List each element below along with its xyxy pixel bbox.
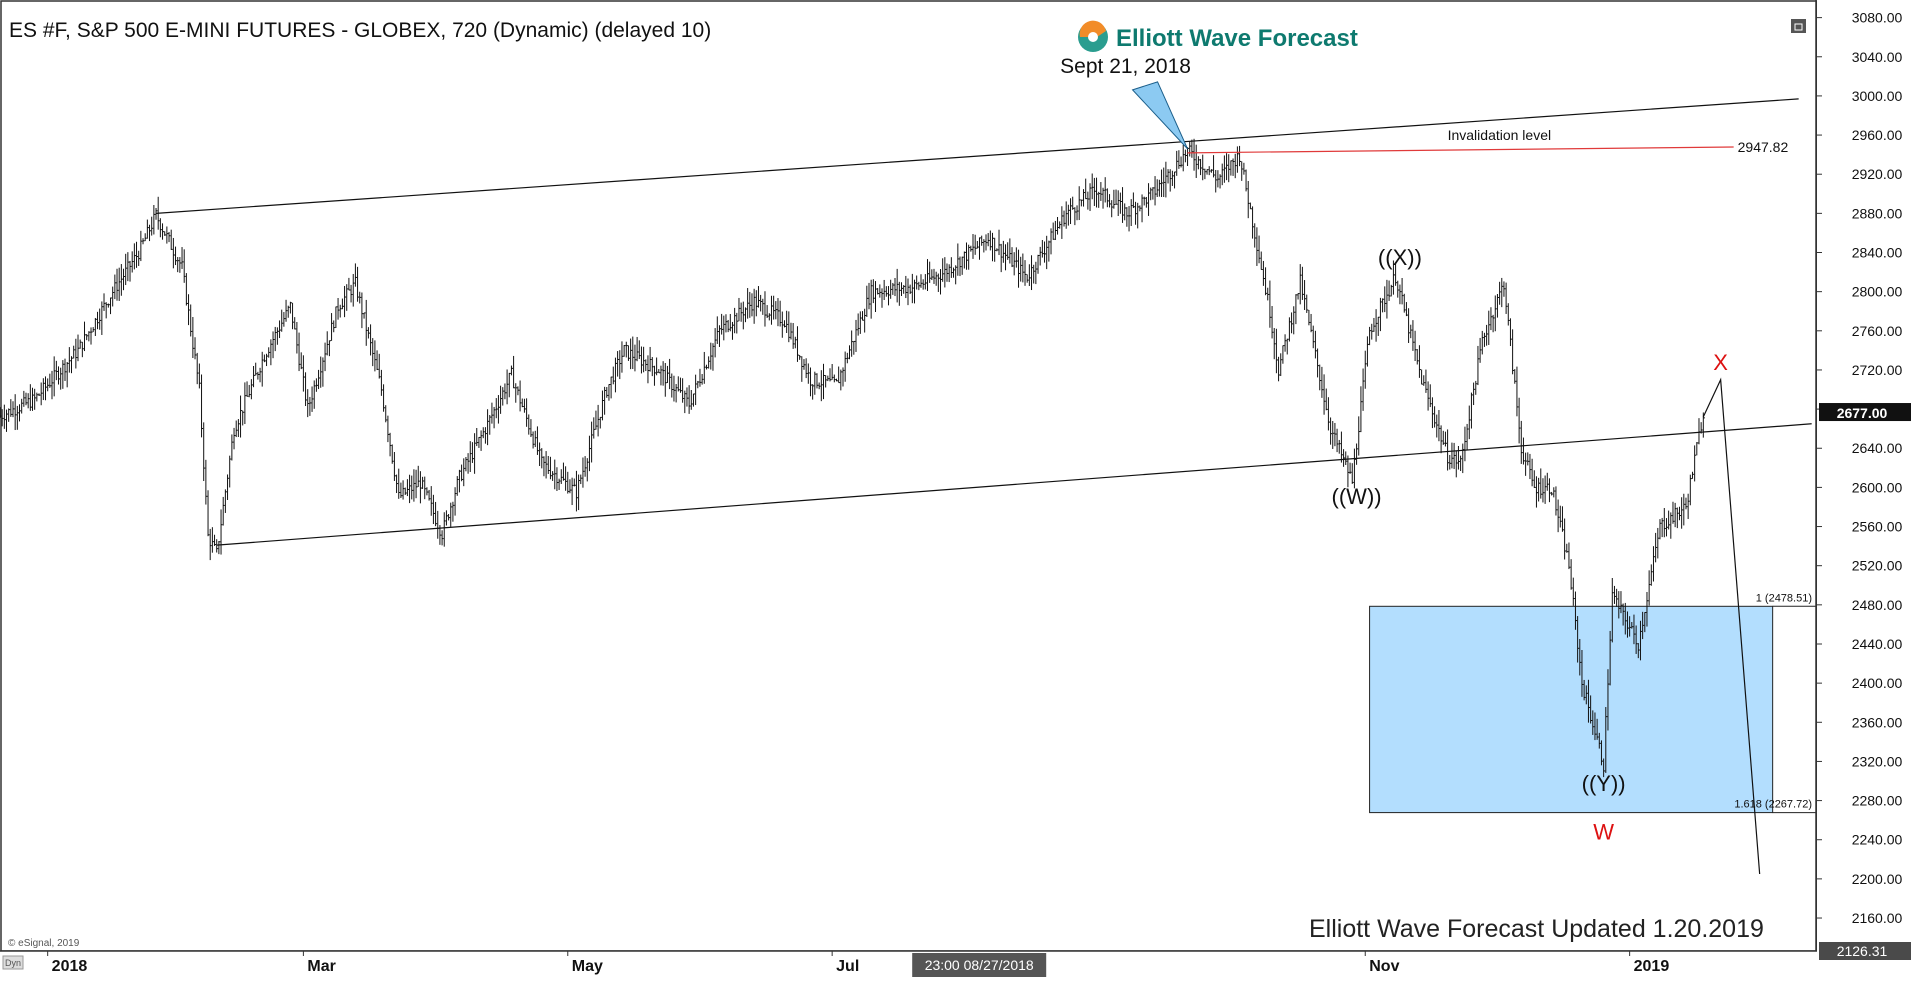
low-price-badge <box>1819 942 1911 960</box>
price-tick-label: 2400.00 <box>1852 675 1903 691</box>
annotation-layer: Invalidation level 2947.82 Sept 21, 2018 ((… <box>1060 55 1789 875</box>
peak-marker-label: Sept 21, 2018 <box>1060 55 1191 78</box>
lower-channel-line <box>216 423 1812 546</box>
copyright-text: © eSignal, 2019 <box>8 938 80 949</box>
wave-label-x: ((X)) <box>1378 245 1422 270</box>
restore-icon-inner[interactable] <box>1794 23 1803 31</box>
low-price-label: 2126.31 <box>1837 943 1888 959</box>
price-tick-label: 2960.00 <box>1852 127 1903 143</box>
wave-label-y: ((Y)) <box>1582 771 1626 796</box>
invalidation-label: Invalidation level <box>1448 127 1552 143</box>
time-axis-panel <box>0 951 1816 981</box>
price-tick-label: 2720.00 <box>1852 362 1903 378</box>
dyn-tag-label: Dyn <box>5 958 21 968</box>
fib-zone-layer: 1 (2478.51) 1.618 (2267.72) <box>1369 592 1816 814</box>
price-tick-label: 2880.00 <box>1852 205 1903 221</box>
update-footer: Elliott Wave Forecast Updated 1.20.2019 <box>1309 915 1764 943</box>
wave-label-x: X <box>1713 350 1728 375</box>
price-tick-label: 2800.00 <box>1852 284 1903 300</box>
restore-icon[interactable] <box>1791 19 1806 33</box>
time-tick-label: 2018 <box>52 958 88 975</box>
price-tick-label: 2920.00 <box>1852 166 1903 182</box>
price-tick-label: 2320.00 <box>1852 753 1903 769</box>
fib-target-zone <box>1369 605 1774 814</box>
peak-marker-arrow <box>1131 81 1189 150</box>
time-tick-label: Jul <box>836 958 859 975</box>
price-tick-label: 3080.00 <box>1852 10 1903 26</box>
chart-title: ES #F, S&P 500 E-MINI FUTURES - GLOBEX, … <box>9 19 711 42</box>
time-tick-label: 2019 <box>1634 958 1670 975</box>
brand-name: Elliott Wave Forecast <box>1116 25 1358 52</box>
price-tick-label: 3040.00 <box>1852 49 1903 65</box>
price-tick-label: 2840.00 <box>1852 245 1903 261</box>
price-tick-label: 3000.00 <box>1852 88 1903 104</box>
brand-logo-swirl <box>1079 20 1106 37</box>
time-tick-label: May <box>572 958 603 975</box>
price-tick-label: 2360.00 <box>1852 714 1903 730</box>
price-tick-label: 2600.00 <box>1852 479 1903 495</box>
invalidation-value: 2947.82 <box>1738 139 1789 155</box>
projection-path <box>1702 377 1761 875</box>
price-axis: 3080.00 3040.00 3000.00 2960.00 2920.00 2880.… <box>1815 0 1912 981</box>
last-price-badge <box>1819 403 1911 422</box>
wave-label-w: W <box>1593 820 1614 845</box>
restore-icon-box[interactable] <box>1791 19 1806 33</box>
price-tick-label: 2440.00 <box>1852 636 1903 652</box>
price-tick-label: 2280.00 <box>1852 793 1903 809</box>
cursor-time-badge <box>912 953 1047 977</box>
last-price-label: 2677.00 <box>1837 405 1888 421</box>
price-tick-label: 2200.00 <box>1852 871 1903 887</box>
brand-logo: Elliott Wave Forecast <box>1078 20 1358 52</box>
price-tick-label: 2480.00 <box>1852 597 1903 613</box>
invalidation-line <box>1187 146 1734 154</box>
price-tick-label: 2520.00 <box>1852 558 1903 574</box>
price-tick-label: 2760.00 <box>1852 323 1903 339</box>
fib-label-1: 1 (2478.51) <box>1756 592 1812 604</box>
trendline-layer <box>155 98 1812 546</box>
wave-label-w: ((W)) <box>1332 484 1382 509</box>
price-axis-panel <box>1817 0 1912 981</box>
price-bars <box>0 138 1705 778</box>
brand-logo-center <box>1088 32 1098 42</box>
time-axis: 2018 Mar May Jul Nov 2019 23:00 08/27/2018 Dyn <box>0 950 1816 981</box>
time-tick-label: Mar <box>307 958 335 975</box>
price-tick-label: 2560.00 <box>1852 519 1903 535</box>
price-tick-label: 2640.00 <box>1852 440 1903 456</box>
fib-label-1618: 1.618 (2267.72) <box>1734 799 1812 811</box>
time-tick-label: Nov <box>1369 958 1399 975</box>
price-tick-label: 2160.00 <box>1852 910 1903 926</box>
dyn-tag <box>2 955 24 970</box>
cursor-time-label: 23:00 08/27/2018 <box>925 957 1034 973</box>
upper-channel-line <box>155 98 1799 214</box>
price-tick-label: 2240.00 <box>1852 832 1903 848</box>
